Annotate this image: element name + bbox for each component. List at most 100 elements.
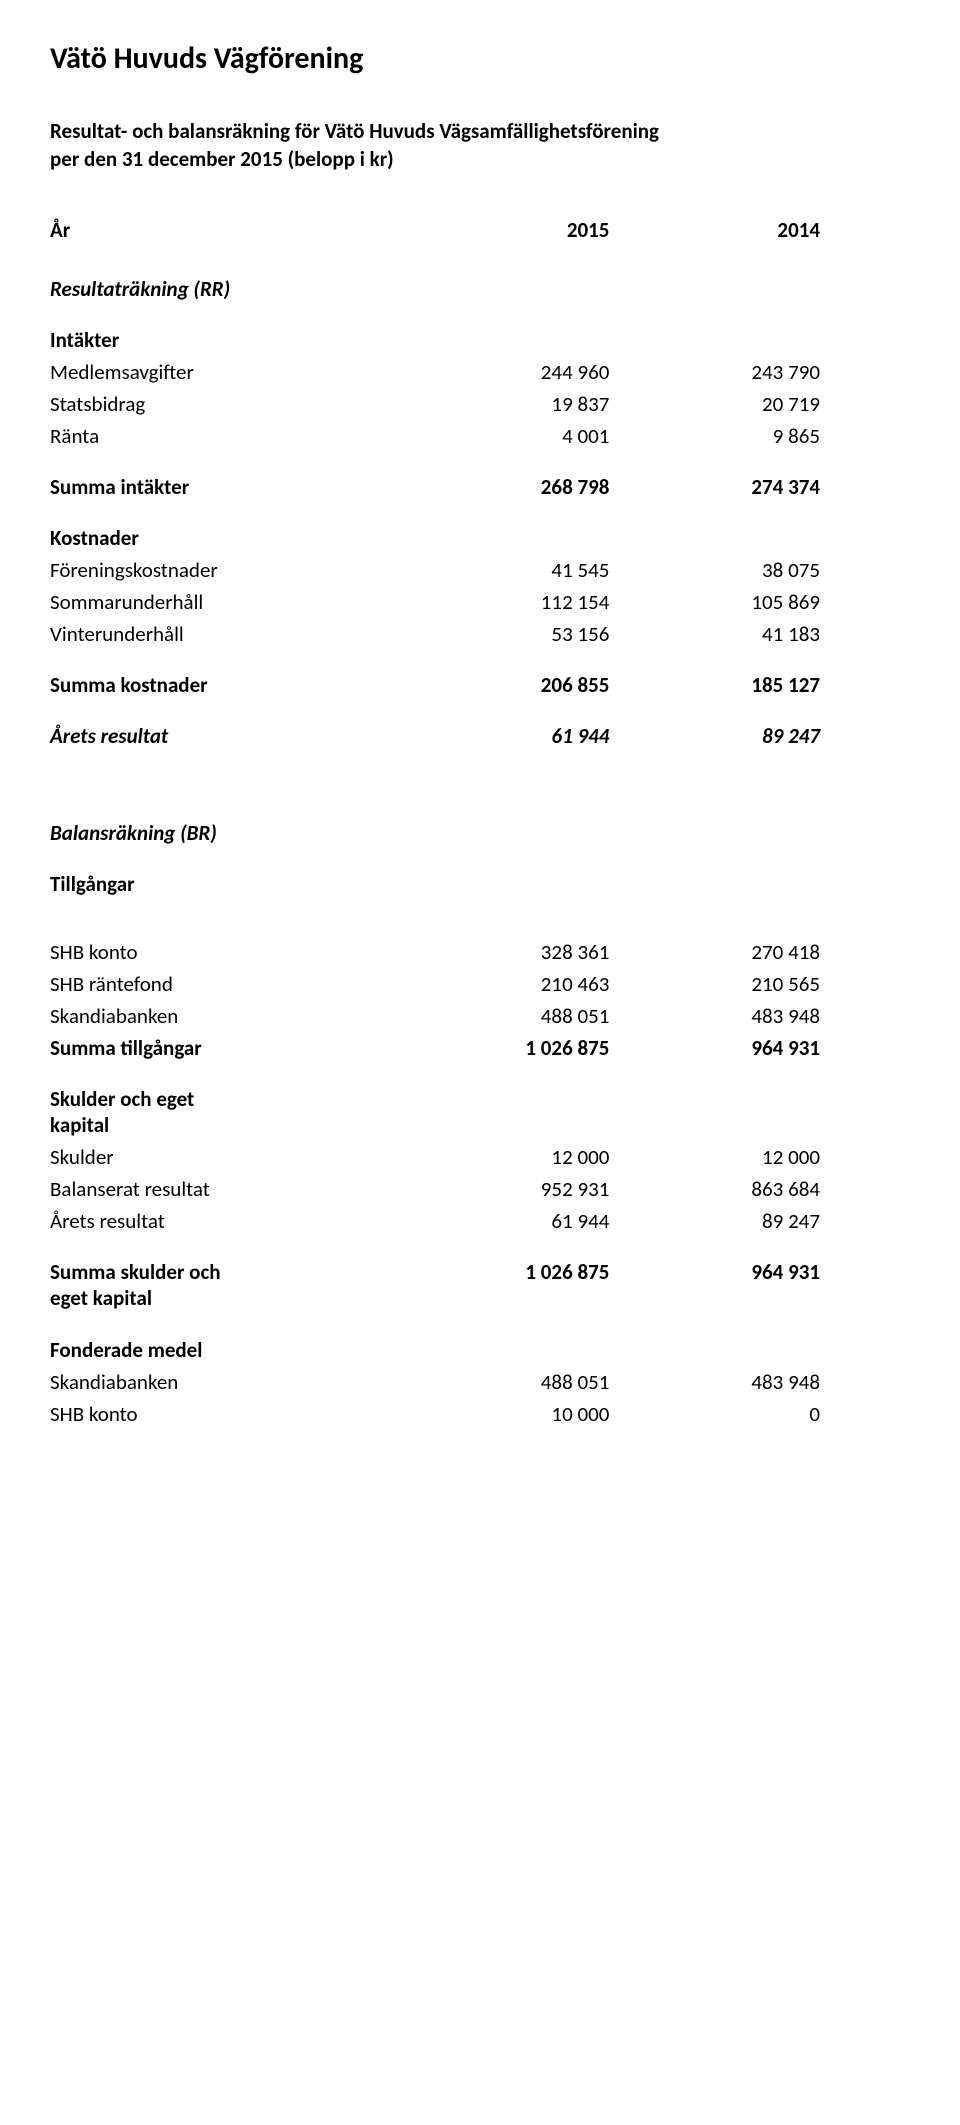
skulder-heading-row: Skulder och eget kapital [50, 1064, 830, 1142]
row-label: SHB konto [50, 936, 409, 968]
table-row: Skandiabanken 488 051 483 948 [50, 1000, 830, 1032]
row-value-2015: 328 361 [409, 936, 620, 968]
skulder-heading: Skulder och eget kapital [50, 1064, 830, 1142]
row-value-2015: 244 960 [409, 356, 620, 388]
row-value-2015: 206 855 [409, 650, 620, 701]
year-header-row: År 2015 2014 [50, 214, 830, 246]
row-value-2015: 210 463 [409, 968, 620, 1000]
table-row: Skulder 12 000 12 000 [50, 1141, 830, 1173]
row-value-2015: 488 051 [409, 1000, 620, 1032]
row-label: Summa tillgångar [50, 1032, 409, 1064]
table-row: Årets resultat 61 944 89 247 [50, 1205, 830, 1237]
row-value-2014: 105 869 [619, 586, 830, 618]
row-label: Balanserat resultat [50, 1173, 409, 1205]
year-2015: 2015 [409, 214, 620, 246]
summa-skulder-label: Summa skulder och eget kapital [50, 1237, 409, 1315]
row-label: SHB räntefond [50, 968, 409, 1000]
arets-resultat-row: Årets resultat 61 944 89 247 [50, 701, 830, 752]
row-value-2015: 12 000 [409, 1141, 620, 1173]
row-value-2014: 9 865 [619, 420, 830, 452]
row-label: Statsbidrag [50, 388, 409, 420]
tillgangar-heading-row: Tillgångar [50, 849, 830, 900]
year-2014: 2014 [619, 214, 830, 246]
financial-table: År 2015 2014 Resultaträkning (RR) Intäkt… [50, 214, 830, 1430]
row-label: Föreningskostnader [50, 554, 409, 586]
row-value-2014: 12 000 [619, 1141, 830, 1173]
table-row: Medlemsavgifter 244 960 243 790 [50, 356, 830, 388]
br-heading-row: Balansräkning (BR) [50, 798, 830, 849]
row-value-2015: 61 944 [409, 701, 620, 752]
table-row: Ränta 4 001 9 865 [50, 420, 830, 452]
row-value-2014: 483 948 [619, 1366, 830, 1398]
row-value-2014: 89 247 [619, 1205, 830, 1237]
row-label: Skandiabanken [50, 1366, 409, 1398]
row-value-2014: 483 948 [619, 1000, 830, 1032]
table-row: Balanserat resultat 952 931 863 684 [50, 1173, 830, 1205]
row-label: Vinterunderhåll [50, 618, 409, 650]
row-value-2015: 1 026 875 [409, 1237, 620, 1315]
subtitle-line-1: Resultat- och balansräkning för Vätö Huv… [50, 118, 659, 144]
row-label: Summa intäkter [50, 452, 409, 503]
row-value-2015: 268 798 [409, 452, 620, 503]
rr-heading: Resultaträkning (RR) [50, 246, 830, 305]
intakter-heading: Intäkter [50, 305, 830, 356]
row-label: Skandiabanken [50, 1000, 409, 1032]
row-value-2015: 112 154 [409, 586, 620, 618]
row-label: Skulder [50, 1141, 409, 1173]
table-row: SHB räntefond 210 463 210 565 [50, 968, 830, 1000]
subtitle: Resultat- och balansräkning för Vätö Huv… [50, 117, 910, 174]
kostnader-heading-row: Kostnader [50, 503, 830, 554]
summa-skulder-l1: Summa skulder och [50, 1259, 221, 1285]
row-value-2014: 964 931 [619, 1032, 830, 1064]
year-label: År [50, 214, 409, 246]
row-label: SHB konto [50, 1398, 409, 1430]
row-value-2015: 1 026 875 [409, 1032, 620, 1064]
page-title: Vätö Huvuds Vägförening [50, 40, 910, 77]
row-value-2014: 0 [619, 1398, 830, 1430]
tillgangar-heading: Tillgångar [50, 849, 830, 900]
table-row: Föreningskostnader 41 545 38 075 [50, 554, 830, 586]
row-value-2015: 19 837 [409, 388, 620, 420]
skulder-heading-l1: Skulder och eget [50, 1086, 194, 1112]
row-value-2015: 952 931 [409, 1173, 620, 1205]
spacer-row [50, 752, 830, 798]
row-label: Årets resultat [50, 1205, 409, 1237]
row-value-2015: 4 001 [409, 420, 620, 452]
row-value-2015: 53 156 [409, 618, 620, 650]
summa-skulder-l2: eget kapital [50, 1285, 152, 1311]
fonderade-heading: Fonderade medel [50, 1315, 830, 1366]
table-row: SHB konto 10 000 0 [50, 1398, 830, 1430]
table-row: Sommarunderhåll 112 154 105 869 [50, 586, 830, 618]
rr-heading-row: Resultaträkning (RR) [50, 246, 830, 305]
row-label: Ränta [50, 420, 409, 452]
summa-skulder-row: Summa skulder och eget kapital 1 026 875… [50, 1237, 830, 1315]
row-value-2015: 61 944 [409, 1205, 620, 1237]
row-value-2014: 185 127 [619, 650, 830, 701]
table-row: SHB konto 328 361 270 418 [50, 936, 830, 968]
skulder-heading-l2: kapital [50, 1112, 109, 1138]
row-value-2014: 41 183 [619, 618, 830, 650]
row-value-2014: 38 075 [619, 554, 830, 586]
br-heading: Balansräkning (BR) [50, 798, 830, 849]
row-value-2014: 863 684 [619, 1173, 830, 1205]
row-value-2014: 964 931 [619, 1237, 830, 1315]
row-value-2015: 41 545 [409, 554, 620, 586]
table-row: Skandiabanken 488 051 483 948 [50, 1366, 830, 1398]
row-value-2015: 488 051 [409, 1366, 620, 1398]
row-label: Sommarunderhåll [50, 586, 409, 618]
intakter-heading-row: Intäkter [50, 305, 830, 356]
row-value-2014: 274 374 [619, 452, 830, 503]
row-label: Årets resultat [50, 701, 409, 752]
row-value-2014: 270 418 [619, 936, 830, 968]
table-row: Vinterunderhåll 53 156 41 183 [50, 618, 830, 650]
summa-kostnader-row: Summa kostnader 206 855 185 127 [50, 650, 830, 701]
spacer-row [50, 900, 830, 936]
row-label: Summa kostnader [50, 650, 409, 701]
kostnader-heading: Kostnader [50, 503, 830, 554]
table-row: Statsbidrag 19 837 20 719 [50, 388, 830, 420]
row-value-2014: 89 247 [619, 701, 830, 752]
row-value-2014: 210 565 [619, 968, 830, 1000]
fonderade-heading-row: Fonderade medel [50, 1315, 830, 1366]
subtitle-line-2: per den 31 december 2015 (belopp i kr) [50, 146, 394, 172]
summa-tillgangar-row: Summa tillgångar 1 026 875 964 931 [50, 1032, 830, 1064]
